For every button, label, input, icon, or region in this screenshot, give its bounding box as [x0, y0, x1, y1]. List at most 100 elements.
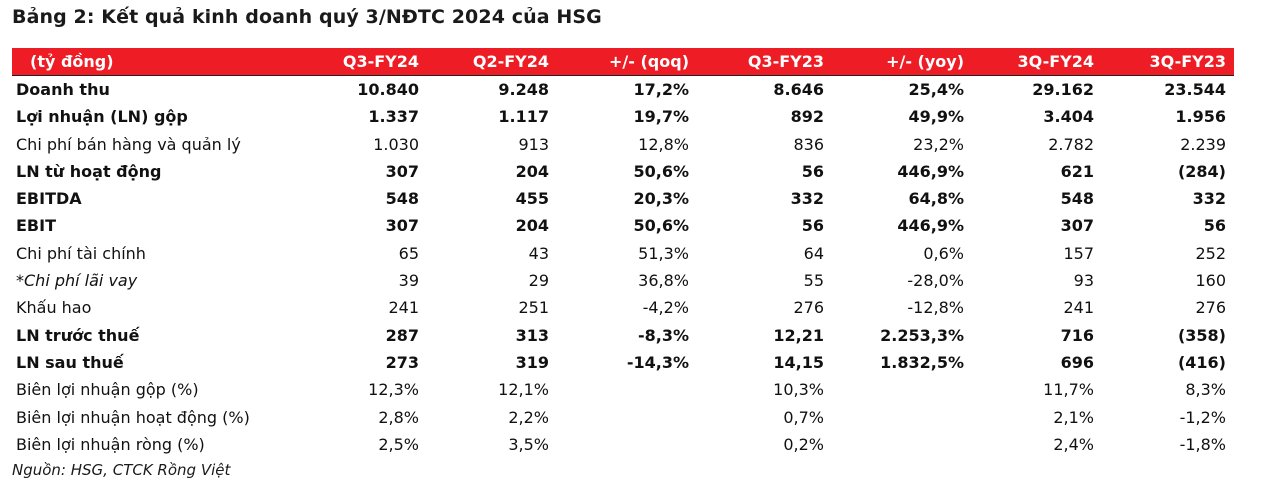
- cell-value: 836: [793, 134, 824, 154]
- cell-value: 12,1%: [498, 380, 549, 400]
- cell-value: 241: [388, 298, 419, 318]
- cell-value: 65: [398, 243, 419, 263]
- row-label: LN từ hoạt động: [16, 161, 162, 181]
- cell-value: 12,21: [773, 325, 824, 345]
- cell-value: 93: [1073, 271, 1094, 291]
- cell-value: 332: [790, 189, 824, 209]
- cell-value: 319: [515, 352, 549, 372]
- row-label: EBIT: [16, 216, 56, 236]
- cell-value: 12,8%: [638, 134, 689, 154]
- cell-value: 696: [1060, 352, 1094, 372]
- cell-value: 2,8%: [378, 407, 419, 427]
- cell-value: 287: [385, 325, 419, 345]
- business-results-table: (tỷ đồng) Q3-FY24 Q2-FY24 +/- (qoq) Q3-F…: [12, 48, 1234, 458]
- cell-value: (416): [1177, 352, 1226, 372]
- table-row: LN trước thuế 287 313 -8,3% 12,21 2.253,3% 716…: [12, 322, 1234, 349]
- row-label: *Chi phí lãi vay: [16, 271, 138, 291]
- row-label: Khấu hao: [16, 298, 92, 318]
- cell-value: 19,7%: [633, 107, 689, 127]
- cell-value: 0,7%: [783, 407, 824, 427]
- cell-value: 2,4%: [1053, 434, 1094, 454]
- cell-value: -8,3%: [637, 325, 689, 345]
- cell-value: 273: [385, 352, 419, 372]
- cell-value: [557, 404, 697, 431]
- cell-value: 892: [790, 107, 824, 127]
- cell-value: 1.030: [373, 134, 419, 154]
- cell-value: 307: [1060, 216, 1094, 236]
- row-label: Lợi nhuận (LN) gộp: [16, 107, 188, 127]
- row-label: Doanh thu: [12, 75, 292, 104]
- cell-value: 64: [803, 243, 824, 263]
- cell-value: 2.782: [1048, 134, 1094, 154]
- table-row: Doanh thu 10.840 9.248 17,2% 8.646 25,4% 29.16…: [12, 75, 1234, 104]
- cell-value: -4,2%: [642, 298, 689, 318]
- cell-value: 1.337: [368, 107, 419, 127]
- cell-value: 64,8%: [908, 189, 964, 209]
- cell-value: 36,8%: [638, 271, 689, 291]
- table-row: EBITDA 548 455 20,3% 332 64,8% 548 332: [12, 185, 1234, 212]
- cell-value: 23,2%: [913, 134, 964, 154]
- cell-value: 39: [398, 271, 419, 291]
- cell-value: (284): [1177, 161, 1226, 181]
- table-row: LN sau thuế 273 319 -14,3% 14,15 1.832,5% 696 (…: [12, 349, 1234, 376]
- cell-value: 12,3%: [368, 380, 419, 400]
- table-header-row: (tỷ đồng) Q3-FY24 Q2-FY24 +/- (qoq) Q3-F…: [12, 48, 1234, 76]
- cell-value: 20,3%: [633, 189, 689, 209]
- cell-value: 313: [515, 325, 549, 345]
- header-3q-fy23: 3Q-FY23: [1102, 48, 1234, 76]
- cell-value: 14,15: [773, 352, 824, 372]
- table-row: EBIT 307 204 50,6% 56 446,9% 307 56: [12, 212, 1234, 239]
- row-label: Biên lợi nhuận ròng (%): [16, 434, 205, 454]
- cell-value: 43: [528, 243, 549, 263]
- table-row: Khấu hao 241 251 -4,2% 276 -12,8% 241 276: [12, 294, 1234, 321]
- cell-value: 160: [1195, 271, 1226, 291]
- cell-value: 2,1%: [1053, 407, 1094, 427]
- table-title: Bảng 2: Kết quả kinh doanh quý 3/NĐTC 20…: [12, 6, 602, 28]
- cell-value: 23.544: [1102, 75, 1234, 104]
- cell-value: (358): [1177, 325, 1226, 345]
- cell-value: 50,6%: [633, 216, 689, 236]
- cell-value: 2.239: [1180, 134, 1226, 154]
- cell-value: 25,4%: [832, 75, 972, 104]
- cell-value: 204: [515, 161, 549, 181]
- cell-value: [832, 376, 972, 403]
- cell-value: 9.248: [427, 75, 557, 104]
- cell-value: 1.832,5%: [880, 352, 964, 372]
- cell-value: 56: [1203, 216, 1226, 236]
- cell-value: -12,8%: [907, 298, 964, 318]
- cell-value: 2,5%: [378, 434, 419, 454]
- row-label: LN trước thuế: [16, 325, 140, 345]
- cell-value: 11,7%: [1043, 380, 1094, 400]
- cell-value: -1,2%: [1179, 407, 1226, 427]
- table-row: Biên lợi nhuận hoạt động (%) 2,8% 2,2% 0,7%…: [12, 404, 1234, 431]
- table-row: Biên lợi nhuận ròng (%) 2,5% 3,5% 0,2% 2,4% -…: [12, 431, 1234, 458]
- cell-value: 332: [1192, 189, 1226, 209]
- header-3q-fy24: 3Q-FY24: [972, 48, 1102, 76]
- cell-value: 55: [803, 271, 824, 291]
- cell-value: 548: [1060, 189, 1094, 209]
- cell-value: 276: [1195, 298, 1226, 318]
- cell-value: 3,5%: [508, 434, 549, 454]
- row-label: LN sau thuế: [16, 352, 124, 372]
- cell-value: 913: [518, 134, 549, 154]
- table-row: Chi phí tài chính 65 43 51,3% 64 0,6% 157 252: [12, 240, 1234, 267]
- table-row: Lợi nhuận (LN) gộp 1.337 1.117 19,7% 892 49,9…: [12, 103, 1234, 130]
- cell-value: 621: [1060, 161, 1094, 181]
- cell-value: 56: [801, 216, 824, 236]
- header-q3-fy24: Q3-FY24: [292, 48, 427, 76]
- row-label: EBITDA: [16, 189, 82, 209]
- cell-value: 2,2%: [508, 407, 549, 427]
- cell-value: 241: [1063, 298, 1094, 318]
- cell-value: -1,8%: [1179, 434, 1226, 454]
- cell-value: 446,9%: [897, 161, 964, 181]
- cell-value: [557, 376, 697, 403]
- cell-value: 0,6%: [923, 243, 964, 263]
- table-row: Biên lợi nhuận gộp (%) 12,3% 12,1% 10,3% 11,…: [12, 376, 1234, 403]
- row-label: Biên lợi nhuận hoạt động (%): [16, 407, 250, 427]
- cell-value: 56: [801, 161, 824, 181]
- cell-value: 276: [793, 298, 824, 318]
- cell-value: 251: [518, 298, 549, 318]
- cell-value: [832, 431, 972, 458]
- cell-value: 1.956: [1175, 107, 1226, 127]
- header-yoy: +/- (yoy): [832, 48, 972, 76]
